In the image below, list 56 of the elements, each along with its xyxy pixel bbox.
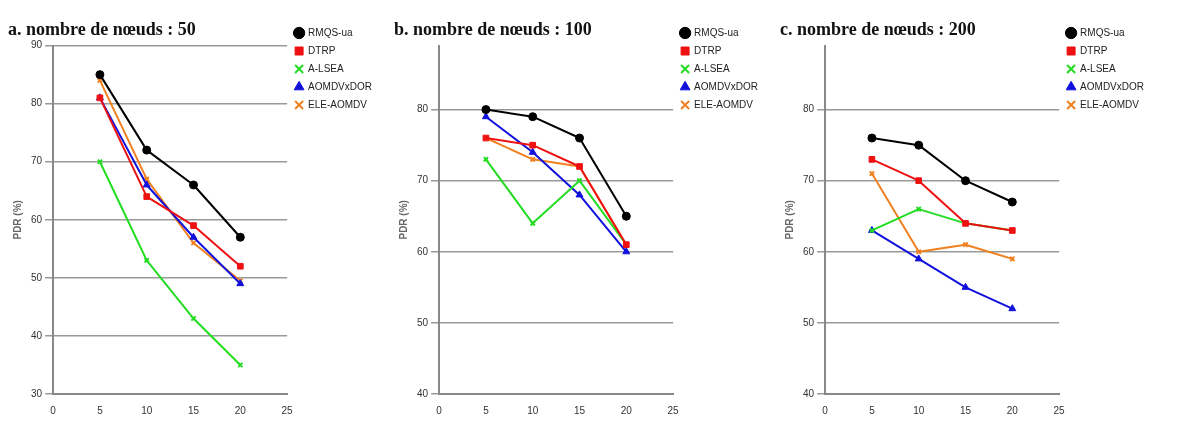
y-tick-label: 80 <box>803 103 815 115</box>
y-tick-label: 70 <box>31 155 43 167</box>
chart-title: b. nombre de nœuds : 100 <box>394 19 592 40</box>
chart-title: a. nombre de nœuds : 50 <box>8 19 196 40</box>
y-tick-label: 40 <box>417 387 429 399</box>
y-axis-title: PDR (%) <box>783 200 795 240</box>
x-tick-label: 5 <box>483 404 490 416</box>
legend-label: ELE-AOMDV <box>308 98 368 110</box>
y-axis-title: PDR (%) <box>397 200 409 240</box>
y-tick-label: 60 <box>31 213 43 225</box>
legend-label: AOMDVxDOR <box>1080 80 1145 92</box>
x-tick-label: 10 <box>913 404 925 416</box>
x-tick-label: 25 <box>281 404 294 416</box>
x-tick-label: 5 <box>97 404 104 416</box>
x-tick-label: 25 <box>1053 404 1066 416</box>
legend-label: AOMDVxDOR <box>308 80 373 92</box>
legend-label: DTRP <box>308 44 336 56</box>
y-tick-label: 40 <box>31 329 43 341</box>
y-tick-label: 50 <box>31 271 43 283</box>
x-tick-label: 10 <box>141 404 153 416</box>
legend-label: A-LSEA <box>1080 62 1117 74</box>
y-tick-label: 80 <box>31 97 43 109</box>
y-tick-label: 70 <box>803 174 815 186</box>
x-tick-label: 10 <box>527 404 539 416</box>
x-tick-label: 20 <box>620 404 633 416</box>
legend-label: RMQS-ua <box>308 26 353 38</box>
legend-label: ELE-AOMDV <box>1080 98 1140 110</box>
x-tick-label: 0 <box>50 404 57 416</box>
legend-label: RMQS-ua <box>694 26 739 38</box>
y-tick-label: 50 <box>417 316 429 328</box>
y-tick-label: 60 <box>803 245 815 257</box>
y-tick-label: 40 <box>803 387 815 399</box>
legend-label: ELE-AOMDV <box>694 98 754 110</box>
legend-label: DTRP <box>1080 44 1108 56</box>
legend-label: A-LSEA <box>694 62 731 74</box>
x-tick-label: 15 <box>959 404 972 416</box>
y-tick-label: 60 <box>417 245 429 257</box>
chart-title: c. nombre de nœuds : 200 <box>780 19 976 40</box>
y-tick-label: 80 <box>417 103 429 115</box>
x-tick-label: 0 <box>822 404 829 416</box>
legend-label: DTRP <box>694 44 722 56</box>
y-tick-label: 90 <box>31 39 43 51</box>
y-tick-label: 70 <box>417 174 429 186</box>
x-tick-label: 15 <box>573 404 586 416</box>
y-axis-title: PDR (%) <box>11 200 23 240</box>
y-tick-label: 30 <box>31 387 43 399</box>
legend-label: AOMDVxDOR <box>694 80 759 92</box>
x-tick-label: 20 <box>1006 404 1019 416</box>
x-tick-label: 5 <box>869 404 876 416</box>
legend-label: RMQS-ua <box>1080 26 1125 38</box>
legend-label: A-LSEA <box>308 62 345 74</box>
x-tick-label: 15 <box>187 404 200 416</box>
x-tick-label: 0 <box>436 404 443 416</box>
x-tick-label: 20 <box>234 404 247 416</box>
y-tick-label: 50 <box>803 316 815 328</box>
x-tick-label: 25 <box>667 404 680 416</box>
